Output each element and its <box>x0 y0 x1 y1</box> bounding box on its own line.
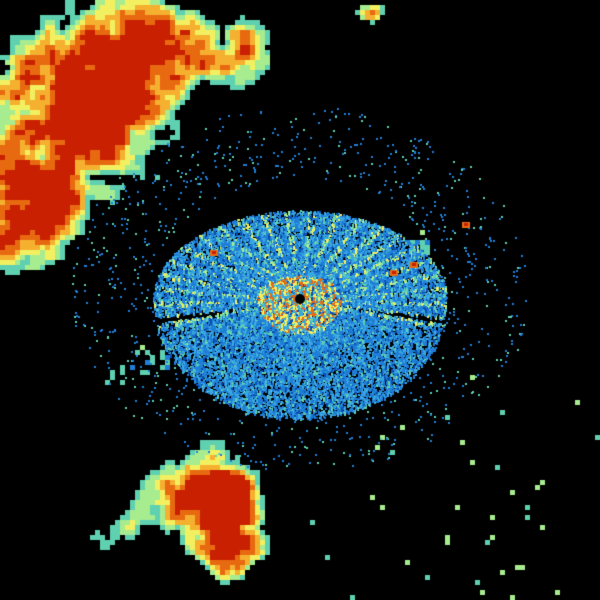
radar-reflectivity-map <box>0 0 600 600</box>
